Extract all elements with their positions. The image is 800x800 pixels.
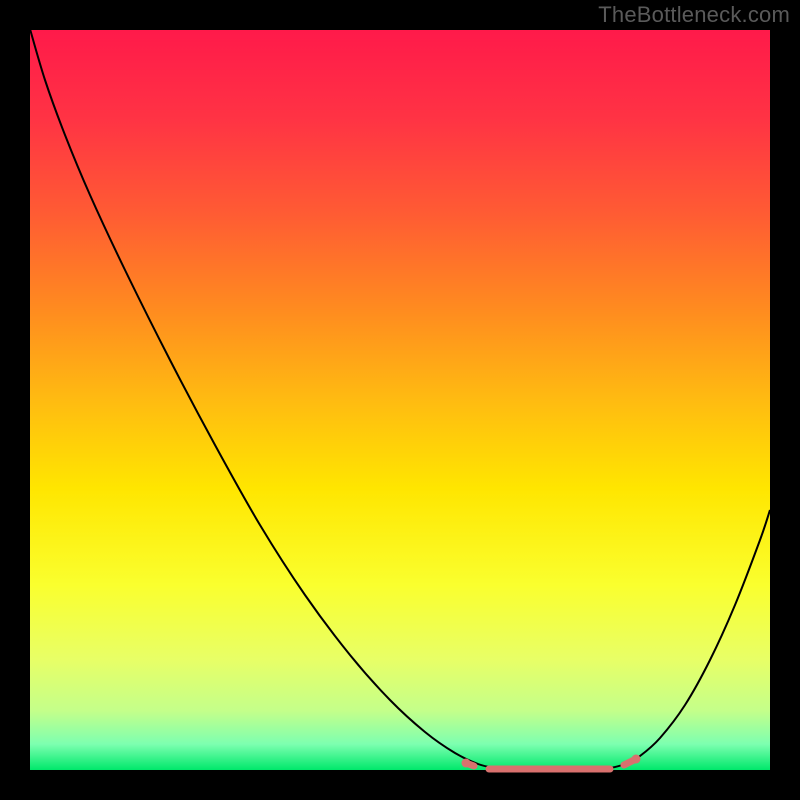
marker-dot [632,755,641,764]
chart-container: TheBottleneck.com [0,0,800,800]
watermark-text: TheBottleneck.com [598,2,790,28]
bottleneck-chart [0,0,800,800]
plot-area [30,30,770,770]
marker-dot [462,759,471,768]
